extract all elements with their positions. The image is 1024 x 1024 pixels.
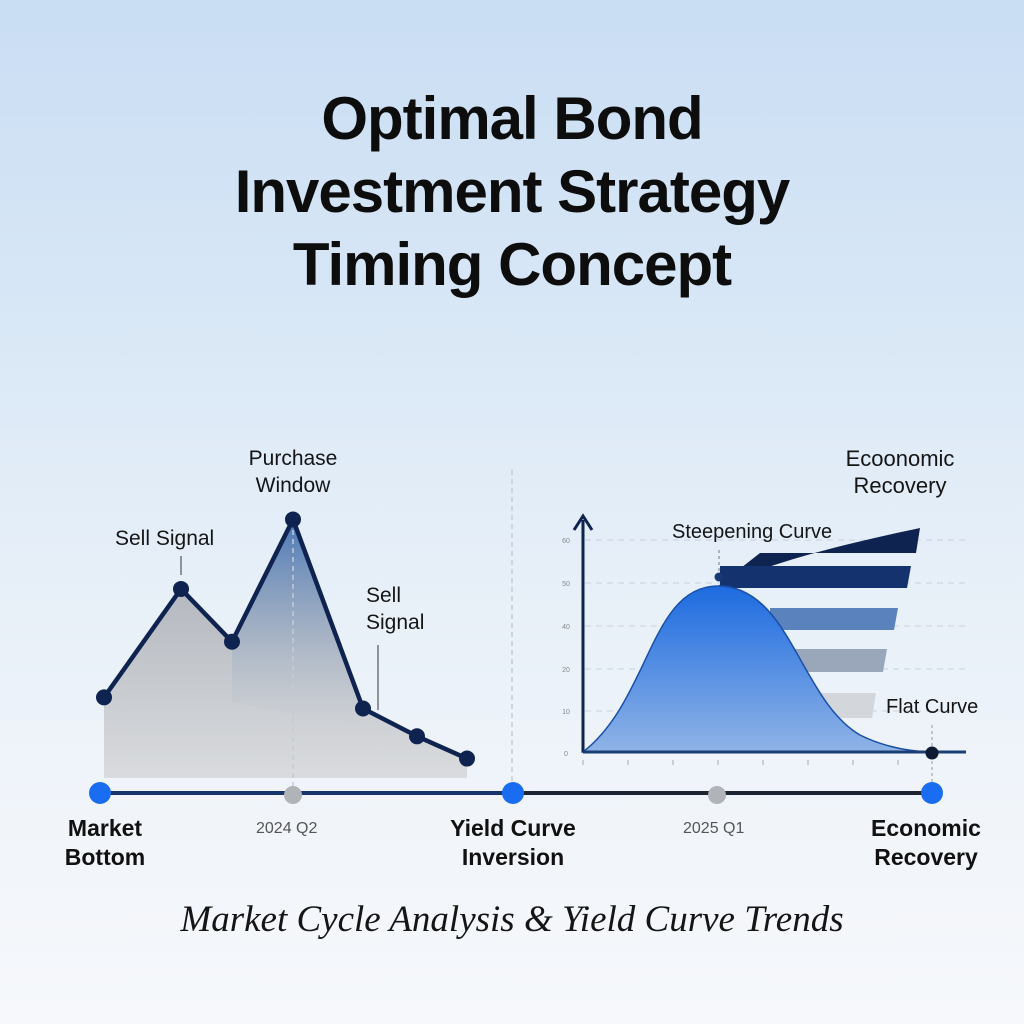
flat-point (925, 746, 939, 760)
annotation-purchase-window: Purchase Window (225, 445, 361, 499)
y-tick-label: 40 (562, 624, 570, 631)
y-tick-label: 10 (562, 709, 570, 716)
title-line: Optimal Bond (321, 85, 703, 152)
timeline-milestone-dot (89, 782, 111, 804)
timeline-date: 2024 Q2 (256, 820, 318, 837)
y-tick-label: 0 (564, 751, 568, 758)
title-line: Investment Strategy (234, 158, 791, 225)
y-tick-label: 60 (562, 538, 570, 545)
data-point (285, 511, 301, 528)
milestone-economic-recovery: Economic Recovery (856, 814, 996, 872)
milestone-text: Recovery (874, 844, 978, 870)
timeline-milestone-dot (502, 782, 524, 804)
yield-bar (720, 566, 911, 588)
yield-bar (770, 608, 898, 630)
steepening-point (714, 572, 724, 582)
y-tick-label: 50 (562, 581, 570, 588)
y-tick-label: 20 (562, 667, 570, 674)
title-line: Timing Concept (292, 231, 732, 298)
annotation-steepening-curve: Steepening Curve (672, 521, 833, 543)
milestone-market-bottom: Market Bottom (45, 814, 165, 872)
annotation-sell-signal-2: Sell Signal (366, 584, 425, 634)
data-point (409, 728, 425, 745)
timeline-milestone-dot (921, 782, 943, 804)
milestone-text: Inversion (461, 844, 565, 870)
data-point (96, 689, 112, 706)
annotation-flat-curve: Flat Curve (886, 696, 979, 718)
y-axis-arrow (572, 513, 594, 531)
economic-recovery-top-label: Ecoonomic Recovery (845, 446, 955, 498)
data-point (173, 580, 189, 597)
timeline-date-dot (284, 786, 302, 804)
yield-curve-area (580, 585, 936, 753)
subtitle: Market Cycle Analysis & Yield Curve Tren… (180, 899, 844, 940)
milestone-text: Economic (871, 815, 981, 841)
timeline-date: 2025 Q1 (683, 820, 745, 837)
milestone-text: Bottom (64, 844, 146, 870)
milestone-text: Market (67, 815, 143, 841)
annotation-text: Purchase Window (248, 447, 338, 497)
highlight-fill (232, 519, 363, 729)
data-point (459, 750, 475, 767)
page-title: Optimal Bond Investment Strategy Timing … (0, 82, 1024, 301)
data-point (355, 700, 371, 717)
milestone-yield-curve-inversion: Yield Curve Inversion (428, 814, 598, 872)
milestone-text: Yield Curve (450, 815, 576, 841)
annotation-sell-signal: Sell Signal (115, 527, 215, 550)
yield-bar (718, 528, 920, 586)
data-point (224, 633, 240, 650)
timeline-date-dot (708, 786, 726, 804)
